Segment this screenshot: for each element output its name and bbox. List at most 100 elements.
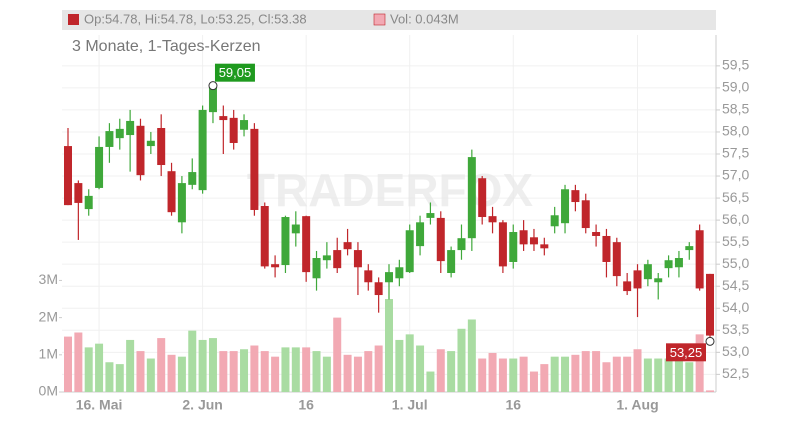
candle-body	[126, 121, 134, 135]
volume-bar	[157, 338, 165, 392]
candle-body	[416, 222, 424, 246]
volume-bar	[219, 351, 227, 392]
candle-body	[250, 129, 258, 210]
volume-bar	[675, 357, 683, 392]
volume-bar	[551, 357, 559, 392]
candle-body	[520, 230, 528, 244]
volume-text: Vol: 0.043M	[390, 11, 459, 26]
volume-bar	[478, 359, 486, 392]
volume-bar	[168, 355, 176, 392]
legend-swatch	[68, 14, 79, 25]
legend-swatch	[374, 14, 385, 25]
candle-body	[74, 183, 82, 203]
candle-body	[64, 146, 72, 205]
candle-body	[406, 230, 414, 272]
volume-bar	[644, 359, 652, 392]
volume-bar	[623, 357, 631, 392]
chart-title: 3 Monate, 1-Tages-Kerzen	[72, 38, 261, 55]
volume-bar	[261, 351, 269, 392]
volume-bar	[230, 351, 238, 392]
volume-bar	[654, 359, 662, 392]
candle-body	[602, 236, 610, 262]
volume-bar	[520, 357, 528, 392]
volume-bar	[416, 346, 424, 392]
candle-body	[323, 255, 331, 260]
volume-bar	[540, 364, 548, 392]
candle-body	[168, 171, 176, 212]
volume-bar	[582, 351, 590, 392]
candle-body	[696, 230, 704, 288]
volume-bar	[188, 331, 196, 392]
volume-bar	[250, 346, 258, 392]
volume-bar	[116, 364, 124, 392]
candle-body	[364, 270, 372, 282]
candle-body	[634, 270, 642, 288]
candle-body	[571, 190, 579, 202]
volume-bar	[602, 362, 610, 392]
candle-body	[644, 264, 652, 279]
y-tick-label: 54,0	[722, 299, 749, 315]
y-tick-label: 53,0	[722, 343, 749, 359]
volume-bar	[74, 333, 82, 393]
volume-bar	[147, 359, 155, 392]
annotation-marker	[209, 82, 217, 90]
x-tick-label: 2. Jun	[182, 397, 222, 413]
volume-bar	[665, 359, 673, 392]
volume-bar	[530, 372, 538, 392]
volume-bar	[437, 349, 445, 392]
candle-body	[271, 264, 279, 267]
volume-bar	[696, 334, 704, 392]
volume-bar	[209, 338, 217, 392]
y-tick-label: 57,5	[722, 145, 749, 161]
volume-bar	[240, 349, 248, 392]
volume-bar	[385, 299, 393, 392]
volume-bar	[489, 353, 497, 392]
volume-bar	[333, 318, 341, 392]
candle-body	[540, 244, 548, 248]
volume-bar	[571, 355, 579, 392]
candle-body	[313, 258, 321, 278]
candle-body	[478, 178, 486, 217]
volume-bar	[613, 357, 621, 392]
candle-body	[499, 222, 507, 266]
candle-body	[85, 196, 93, 209]
candle-body	[261, 206, 269, 266]
volume-bar	[406, 334, 414, 392]
volume-bar	[344, 355, 352, 392]
candle-body	[551, 215, 559, 226]
volume-bar	[136, 351, 144, 392]
annotation-label: 53,25	[670, 345, 703, 360]
volume-bar	[426, 372, 434, 392]
volume-bar	[302, 347, 310, 392]
candle-body	[447, 250, 455, 273]
x-tick-label: 16	[505, 397, 521, 413]
candle-body	[354, 250, 362, 267]
volume-bar	[292, 347, 300, 392]
volume-bar	[561, 357, 569, 392]
volume-bar	[281, 347, 289, 392]
candle-body	[105, 131, 113, 147]
candle-body	[199, 110, 207, 190]
volume-bar	[199, 340, 207, 392]
volume-bar	[364, 351, 372, 392]
volume-bar	[468, 319, 476, 392]
annotation-label: 59,05	[219, 65, 252, 80]
candle-body	[675, 258, 683, 267]
candle-body	[344, 242, 352, 249]
y-tick-label: 52,5	[722, 365, 749, 381]
volume-bar	[395, 340, 403, 392]
volume-bar	[271, 357, 279, 392]
volume-bar	[706, 390, 714, 392]
candle-body	[157, 128, 165, 165]
y-tick-label: 55,5	[722, 233, 749, 249]
y-tick-label: 55,0	[722, 255, 749, 271]
watermark: TRADERFOX	[247, 164, 534, 216]
candle-body	[116, 129, 124, 138]
candle-body	[333, 250, 341, 268]
volume-bar	[64, 337, 72, 392]
candle-body	[530, 237, 538, 244]
x-tick-label: 16	[298, 397, 314, 413]
volume-bar	[105, 362, 113, 392]
candle-body	[178, 183, 186, 222]
annotation-marker	[706, 337, 714, 345]
